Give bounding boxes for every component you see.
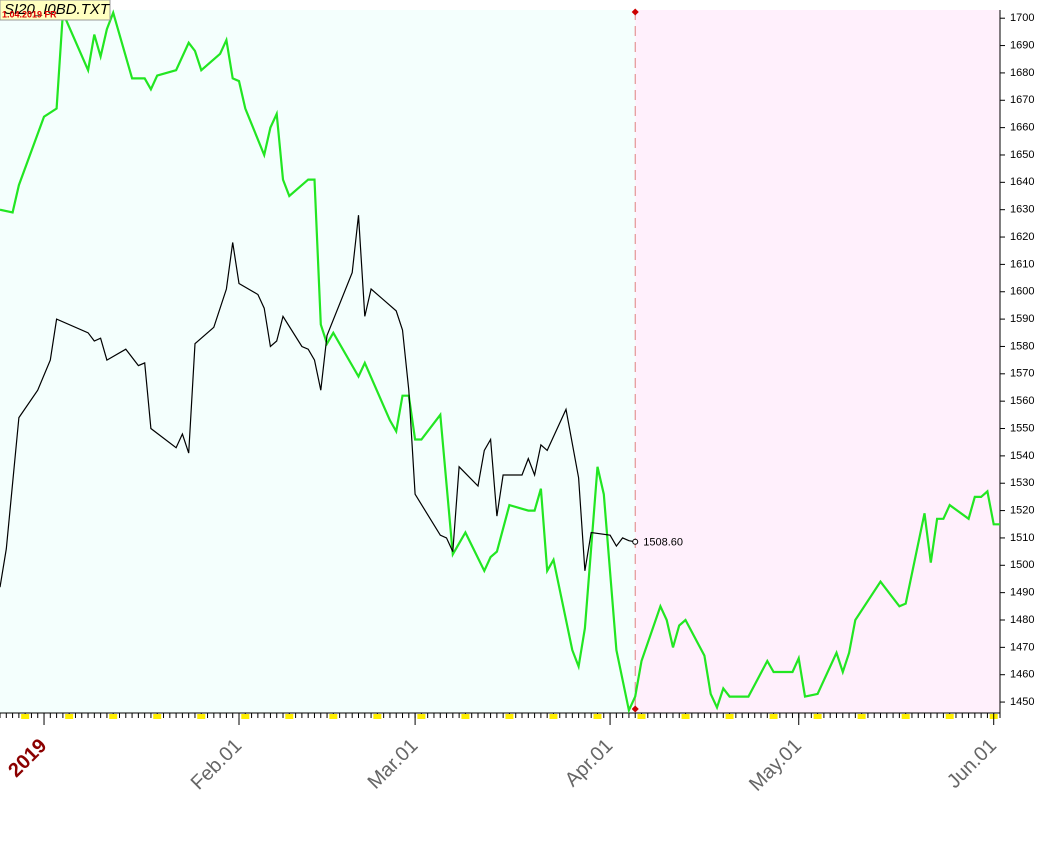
x-week-marker xyxy=(417,714,426,719)
y-tick-label: 1450 xyxy=(1010,696,1034,708)
series-line xyxy=(0,215,636,588)
x-week-marker xyxy=(813,714,822,719)
divider-marker xyxy=(631,705,639,713)
y-tick-label: 1670 xyxy=(1010,94,1034,106)
x-week-marker xyxy=(725,714,734,719)
x-week-marker xyxy=(945,714,954,719)
x-tick-label: Jun.01 xyxy=(943,735,1001,793)
last-point xyxy=(632,538,639,545)
y-tick-label: 1690 xyxy=(1010,39,1034,51)
x-tick-label: Feb.01 xyxy=(187,735,247,795)
y-tick-label: 1510 xyxy=(1010,532,1034,544)
x-tick-label: Apr.01 xyxy=(561,735,617,791)
y-tick-label: 1490 xyxy=(1010,587,1034,599)
y-tick-label: 1620 xyxy=(1010,231,1034,243)
y-tick-label: 1530 xyxy=(1010,477,1034,489)
y-tick-label: 1560 xyxy=(1010,395,1034,407)
x-week-marker xyxy=(109,714,118,719)
x-week-marker xyxy=(21,714,30,719)
x-week-marker xyxy=(329,714,338,719)
y-tick-label: 1660 xyxy=(1010,122,1034,134)
y-tick-label: 1610 xyxy=(1010,258,1034,270)
series-line xyxy=(0,9,1000,714)
y-tick-label: 1600 xyxy=(1010,286,1034,298)
x-week-marker xyxy=(681,714,690,719)
x-week-marker xyxy=(637,714,646,719)
y-tick-label: 1480 xyxy=(1010,614,1034,626)
history-background xyxy=(0,10,636,713)
y-tick-label: 1580 xyxy=(1010,340,1034,352)
x-week-marker xyxy=(461,714,470,719)
x-week-marker xyxy=(769,714,778,719)
value-label: 1508.60 xyxy=(643,537,683,549)
y-tick-label: 1520 xyxy=(1010,504,1034,516)
x-week-marker xyxy=(197,714,206,719)
y-tick-label: 1470 xyxy=(1010,641,1034,653)
y-tick-label: 1460 xyxy=(1010,669,1034,681)
x-tick-label: 2019 xyxy=(4,735,51,782)
y-tick-label: 1650 xyxy=(1010,149,1034,161)
y-tick-label: 1540 xyxy=(1010,450,1034,462)
x-week-marker xyxy=(901,714,910,719)
y-tick-label: 1680 xyxy=(1010,67,1034,79)
x-week-marker xyxy=(549,714,558,719)
x-tick-label: May.01 xyxy=(745,735,806,796)
x-week-marker xyxy=(65,714,74,719)
divider-marker xyxy=(631,8,639,16)
x-week-marker xyxy=(505,714,514,719)
y-tick-label: 1550 xyxy=(1010,422,1034,434)
x-week-marker xyxy=(285,714,294,719)
chart-subtitle: 1.04.2019 FR xyxy=(2,9,57,19)
x-week-marker xyxy=(153,714,162,719)
y-tick-label: 1700 xyxy=(1010,12,1034,24)
x-week-marker xyxy=(857,714,866,719)
y-tick-label: 1640 xyxy=(1010,176,1034,188)
chart-title: SI20_I0BD.TXT xyxy=(4,1,111,18)
y-tick-label: 1630 xyxy=(1010,204,1034,216)
y-tick-label: 1590 xyxy=(1010,313,1034,325)
x-tick-label: Mar.01 xyxy=(364,735,423,794)
x-week-marker xyxy=(241,714,250,719)
x-week-marker xyxy=(593,714,602,719)
y-tick-label: 1570 xyxy=(1010,368,1034,380)
title-box xyxy=(0,0,111,21)
x-week-marker xyxy=(373,714,382,719)
forecast-background xyxy=(635,10,1000,713)
y-tick-label: 1500 xyxy=(1010,559,1034,571)
